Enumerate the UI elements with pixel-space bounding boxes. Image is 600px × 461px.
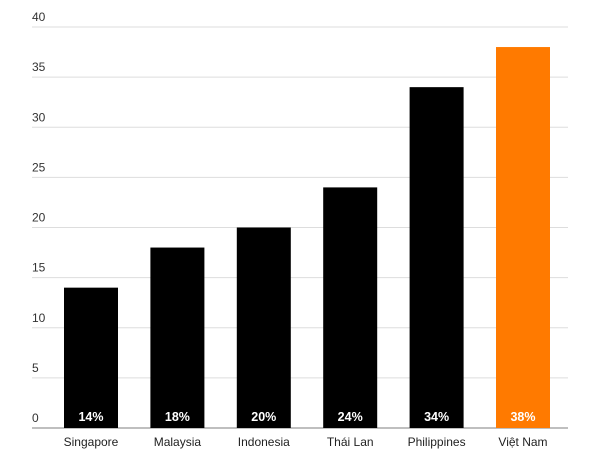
y-tick-label: 30 — [32, 110, 46, 124]
y-tick-label: 25 — [32, 160, 46, 174]
y-tick-label: 20 — [32, 211, 46, 225]
x-tick-label: Singapore — [64, 435, 119, 449]
bar-malaysia — [150, 247, 205, 428]
x-tick-label: Thái Lan — [327, 435, 374, 449]
x-tick-label: Philippines — [408, 435, 466, 449]
y-axis-tick-labels: 0 5 10 15 20 25 30 35 40 — [32, 10, 46, 425]
y-tick-label: 15 — [32, 261, 46, 275]
data-label: 38% — [510, 410, 535, 424]
data-label: 34% — [424, 410, 449, 424]
data-label: 24% — [338, 410, 363, 424]
bar-th-i-lan — [323, 187, 378, 428]
y-tick-label: 40 — [32, 10, 46, 24]
x-axis-category-labels: Singapore Malaysia Indonesia Thái Lan Philip… — [64, 435, 548, 449]
y-tick-label: 10 — [32, 311, 46, 325]
gridlines — [32, 26, 568, 429]
data-label: 20% — [251, 410, 276, 424]
data-label: 14% — [78, 410, 103, 424]
y-tick-label: 5 — [32, 361, 39, 375]
x-tick-label: Malaysia — [154, 435, 202, 449]
data-labels: 14% 18% 20% 24% 34% 38% — [78, 410, 535, 424]
y-tick-label: 35 — [32, 60, 46, 74]
bars — [64, 47, 550, 429]
bar-philippines — [409, 87, 464, 429]
y-tick-label: 0 — [32, 411, 39, 425]
data-label: 18% — [165, 410, 190, 424]
bar-singapore — [64, 287, 118, 428]
bar-vi-t-nam — [496, 47, 550, 429]
x-tick-label: Indonesia — [238, 435, 290, 449]
bar-indonesia — [236, 227, 291, 428]
x-tick-label: Việt Nam — [498, 435, 547, 449]
